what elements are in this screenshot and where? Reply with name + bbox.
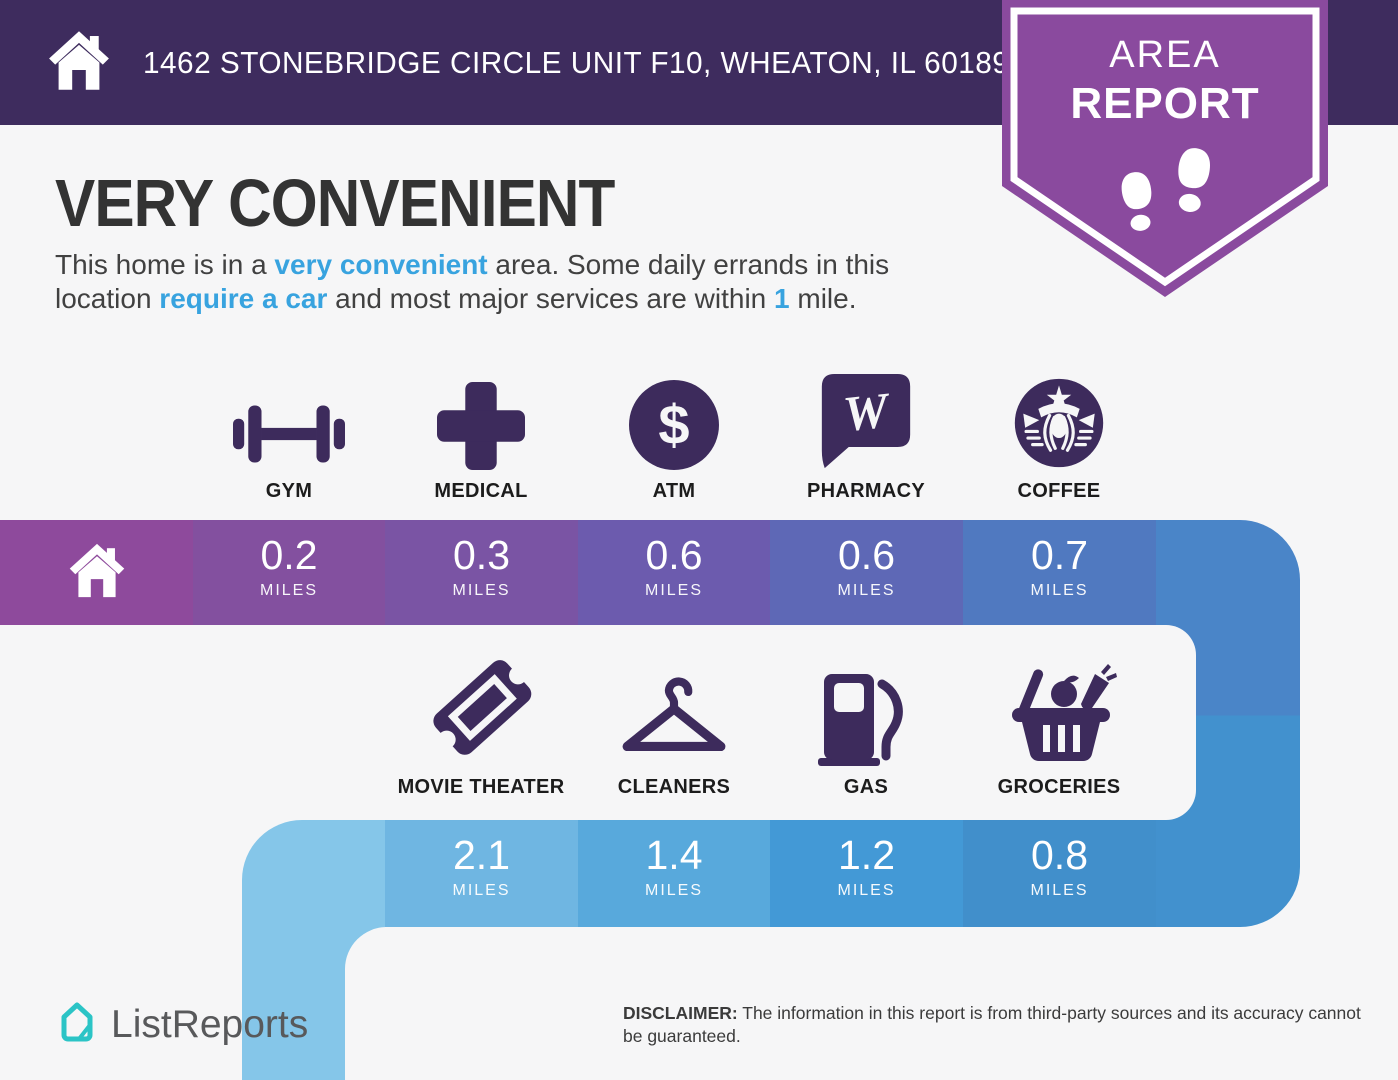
home-icon [66, 542, 128, 604]
distance-cell-cleaners: 1.4 MILES [578, 820, 770, 927]
dollar-circle-icon: $ [574, 372, 774, 470]
poi-groceries: GROCERIES [959, 664, 1159, 799]
disclaimer-label: DISCLAIMER: [623, 1003, 738, 1023]
distance-cell-gym: 0.2 MILES [193, 520, 385, 625]
svg-text:$: $ [658, 393, 689, 456]
walgreens-icon: W [766, 372, 966, 470]
svg-text:W: W [841, 382, 894, 442]
distance-unit: MILES [644, 582, 703, 599]
poi-coffee: COFFEE [959, 372, 1159, 503]
summary-text: This home is in a very convenient area. … [55, 249, 890, 314]
footprints-icon [1121, 148, 1210, 231]
poi-medical: MEDICAL [381, 372, 581, 503]
home-cell [0, 520, 193, 625]
ticket-icon [381, 660, 581, 766]
poi-label: MOVIE THEATER [397, 776, 565, 798]
medical-cross-icon [381, 372, 581, 470]
distance-unit: MILES [1030, 882, 1089, 899]
poi-gym: GYM [189, 372, 389, 503]
distance-cell-gas: 1.2 MILES [770, 820, 963, 927]
distance-value: 0.3 [453, 532, 510, 578]
dumbbell-icon [189, 372, 389, 470]
badge-line1: AREA [1109, 34, 1221, 76]
poi-label: PHARMACY [807, 480, 925, 502]
grocery-basket-icon [959, 664, 1159, 766]
badge-line2: REPORT [1070, 79, 1260, 128]
property-address: 1462 STONEBRIDGE CIRCLE UNIT F10, WHEATO… [143, 44, 1010, 80]
poi-label: GAS [843, 776, 889, 798]
distance-cell-coffee: 0.7 MILES [963, 520, 1156, 625]
distance-value: 0.6 [838, 532, 895, 578]
distance-unit: MILES [837, 582, 896, 599]
distance-cell-movie-theater: 2.1 MILES [385, 820, 578, 927]
poi-atm: $ ATM [574, 372, 774, 503]
poi-cleaners: CLEANERS [574, 668, 774, 799]
home-icon [45, 29, 113, 97]
page-title: VERY CONVENIENT [55, 166, 615, 241]
listreports-house-icon [55, 998, 99, 1051]
distance-unit: MILES [259, 582, 318, 599]
poi-label: GYM [265, 480, 313, 502]
distance-value: 2.1 [453, 832, 510, 878]
drive-distance-bar: 2.1 MILES 1.4 MILES 1.2 MILES 0.8 MILES [385, 820, 1156, 927]
highlight-require-a-car: require a car [159, 282, 328, 314]
distance-value: 0.6 [645, 532, 703, 578]
distance-value: 0.2 [260, 532, 318, 578]
hanger-icon [574, 668, 774, 766]
distance-cell-medical: 0.3 MILES [385, 520, 578, 625]
area-report-badge: AREA REPORT [1000, 0, 1330, 300]
poi-movie-theater: MOVIE THEATER [381, 660, 581, 799]
poi-label: ATM [652, 480, 696, 502]
distance-value: 1.4 [645, 832, 703, 878]
starbucks-icon [959, 372, 1159, 470]
highlight-one: 1 [774, 282, 790, 314]
poi-label: COFFEE [1017, 480, 1101, 502]
distance-value: 1.2 [838, 832, 895, 878]
distance-unit: MILES [1030, 582, 1089, 599]
distance-cell-groceries: 0.8 MILES [963, 820, 1156, 927]
distance-unit: MILES [452, 882, 511, 899]
poi-label: MEDICAL [434, 480, 528, 502]
walk-distance-bar: 0.2 MILES 0.3 MILES 0.6 MILES 0.6 MILES … [0, 520, 1156, 625]
distance-unit: MILES [644, 882, 703, 899]
distance-cell-atm: 0.6 MILES [578, 520, 770, 625]
poi-label: CLEANERS [617, 776, 731, 798]
disclaimer-text: DISCLAIMER: The information in this repo… [623, 1003, 1361, 1047]
highlight-very-convenient: very convenient [274, 249, 488, 280]
distance-value: 0.8 [1031, 832, 1088, 878]
distance-unit: MILES [452, 582, 511, 599]
poi-label: GROCERIES [997, 776, 1121, 798]
path-tail-notch [345, 927, 645, 1080]
distance-unit: MILES [837, 882, 896, 899]
distance-value: 0.7 [1031, 532, 1088, 578]
brand-name: ListReports [111, 1002, 309, 1046]
distance-cell-pharmacy: 0.6 MILES [770, 520, 963, 625]
listreports-logo: ListReports [55, 998, 308, 1051]
gas-pump-icon [766, 668, 966, 766]
poi-pharmacy: W PHARMACY [766, 372, 966, 503]
poi-gas: GAS [766, 668, 966, 799]
